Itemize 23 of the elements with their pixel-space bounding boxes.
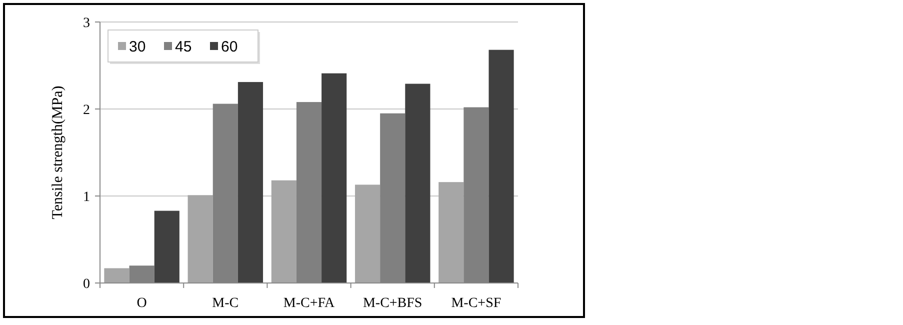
y-tick-label: 1 <box>83 190 90 205</box>
legend-label: 60 <box>221 38 238 56</box>
x-tick-label: M-C <box>212 296 239 311</box>
bar <box>438 182 464 283</box>
y-axis-title: Tensile strength(MPa) <box>50 86 66 220</box>
bar <box>322 73 347 283</box>
legend-label: 30 <box>129 38 146 56</box>
bar <box>354 184 380 283</box>
y-tick-label: 2 <box>83 102 90 118</box>
bar <box>188 195 213 283</box>
bar <box>405 84 430 283</box>
x-tick-label: M-C+SF <box>451 296 502 311</box>
bar <box>154 210 180 283</box>
bar <box>104 268 130 283</box>
bar <box>238 82 264 283</box>
x-tick-label: M-C+BFS <box>362 296 422 311</box>
legend-label: 45 <box>175 38 192 56</box>
x-tick-label: O <box>136 296 147 311</box>
bar <box>488 50 514 283</box>
y-tick-label: 3 <box>83 16 90 31</box>
x-tick-label: M-C+FA <box>283 296 336 311</box>
bar <box>271 180 296 283</box>
y-tick-label: 0 <box>83 276 90 292</box>
